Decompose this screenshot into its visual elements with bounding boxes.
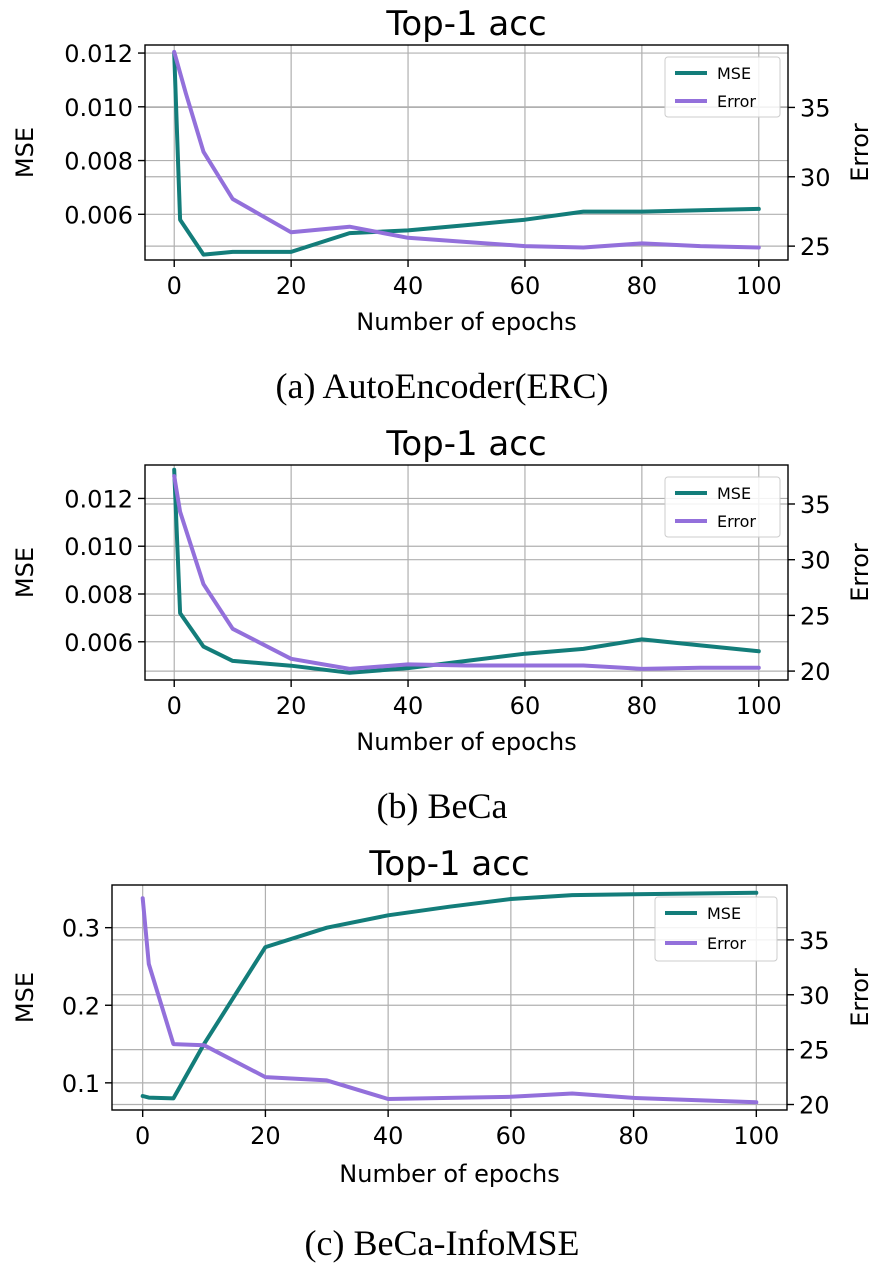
x-tick-label: 0	[167, 692, 182, 720]
x-tick-label: 100	[733, 1122, 779, 1150]
x-tick-label: 40	[393, 692, 424, 720]
legend-label-error: Error	[717, 512, 756, 531]
y-tick-label: 0.010	[64, 94, 133, 122]
x-tick-label: 0	[167, 272, 182, 300]
series-line-error	[140, 896, 759, 1105]
legend-label-error: Error	[717, 92, 756, 111]
chart-title: Top-1 acc	[385, 424, 546, 464]
y-tick-label: 0.008	[64, 581, 133, 609]
y-tick-label: 0.006	[64, 201, 133, 229]
y-tick-label: 0.008	[64, 148, 133, 176]
series-line-mse	[172, 467, 761, 675]
x-axis-label: Number of epochs	[339, 1160, 559, 1188]
chart-title: Top-1 acc	[385, 4, 546, 44]
figure-caption: (a) AutoEncoder(ERC)	[276, 366, 609, 406]
x-tick-label: 60	[510, 692, 541, 720]
x-tick-label: 80	[627, 272, 658, 300]
legend: MSE Error	[654, 896, 778, 962]
x-tick-label: 60	[510, 272, 541, 300]
y-tick-label: 0.2	[62, 992, 100, 1020]
y2-tick-label: 30	[800, 164, 831, 192]
x-tick-label: 100	[736, 692, 782, 720]
chart-title: Top-1 acc	[368, 844, 529, 884]
x-axis-label: Number of epochs	[356, 728, 576, 756]
y2-tick-label: 35	[800, 94, 831, 122]
series-line-mse	[140, 890, 759, 1101]
x-tick-label: 60	[496, 1122, 527, 1150]
legend: MSE Error	[664, 56, 781, 118]
figure-caption: (c) BeCa-InfoMSE	[305, 1223, 580, 1263]
x-axis-label: Number of epochs	[356, 308, 576, 336]
y-tick-label: 0.012	[64, 485, 133, 513]
y-tick-label: 0.1	[62, 1070, 100, 1098]
y2-tick-label: 30	[799, 982, 830, 1010]
x-tick-label: 20	[250, 1122, 281, 1150]
x-tick-label: 20	[276, 272, 307, 300]
series-line-mse	[172, 51, 761, 257]
x-tick-label: 20	[276, 692, 307, 720]
plot-frame	[144, 464, 789, 681]
legend: MSE Error	[664, 476, 781, 538]
x-tick-label: 40	[373, 1122, 404, 1150]
y2-tick-label: 30	[800, 547, 831, 575]
y-tick-label: 0.010	[64, 533, 133, 561]
y2-tick-label: 20	[799, 1092, 830, 1120]
y2-axis-label: Error	[846, 543, 874, 602]
legend-label-mse: MSE	[717, 484, 751, 503]
x-tick-label: 0	[135, 1122, 150, 1150]
y2-tick-label: 20	[800, 658, 831, 686]
y-tick-label: 0.012	[64, 40, 133, 68]
y2-tick-label: 25	[799, 1037, 830, 1065]
chart-panel-3: 0 20 40 60 80 100 0.1 0.2 0.3 20 25 30 35 Top-1 acc Nu…	[11, 844, 874, 1263]
chart-panel-1: 0 20 40 60 80 100 0.006 0.008 0.010 0.012 25 30 35 To…	[11, 4, 874, 406]
y2-tick-label: 35	[799, 927, 830, 955]
x-tick-label: 100	[736, 272, 782, 300]
figure-caption: (b) BeCa	[377, 786, 508, 826]
plot-frame	[144, 44, 789, 261]
y2-tick-label: 25	[800, 602, 831, 630]
y-axis-label: MSE	[11, 547, 39, 598]
y2-tick-label: 25	[800, 233, 831, 261]
x-tick-label: 80	[618, 1122, 649, 1150]
y2-axis-label: Error	[846, 968, 874, 1027]
x-tick-label: 40	[393, 272, 424, 300]
x-tick-label: 80	[627, 692, 658, 720]
series-line-error	[172, 474, 761, 671]
y-tick-label: 0.3	[62, 915, 100, 943]
legend-label-error: Error	[707, 934, 746, 953]
legend-label-mse: MSE	[717, 64, 751, 83]
series-line-error	[172, 49, 761, 250]
y-axis-label: MSE	[11, 972, 39, 1023]
plot-frame	[111, 884, 788, 1111]
y-tick-label: 0.006	[64, 629, 133, 657]
y2-tick-label: 35	[800, 491, 831, 519]
chart-panel-2: 0 20 40 60 80 100 0.006 0.008 0.010 0.012 20 25 30 35…	[11, 424, 874, 826]
y-axis-label: MSE	[11, 127, 39, 178]
y2-axis-label: Error	[846, 123, 874, 182]
legend-label-mse: MSE	[707, 904, 741, 923]
